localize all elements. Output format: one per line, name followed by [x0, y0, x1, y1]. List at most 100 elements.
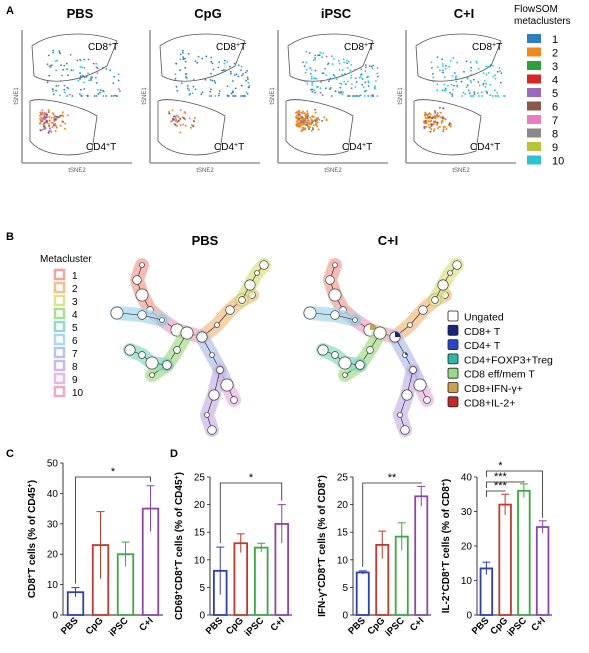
tsne-cell	[46, 120, 49, 123]
tsne-cell	[40, 113, 43, 116]
tsne-cell	[485, 65, 487, 68]
tsne-panel	[149, 30, 260, 164]
y-tick-label: 0	[466, 611, 472, 622]
tsne-cell	[314, 120, 317, 123]
tsne-cell	[97, 89, 99, 91]
tsne-cell	[376, 67, 379, 69]
tsne-cell	[52, 113, 55, 116]
metacluster-legend: Metacluster 1 2 3 4 5 6 7 8 9 10	[40, 254, 92, 399]
tsne-cell	[441, 89, 444, 92]
tsne-cell	[79, 75, 82, 78]
tsne-cell	[171, 109, 174, 112]
tsne-cell	[333, 58, 335, 60]
tsne-cell	[354, 69, 356, 71]
tsne-cell	[371, 67, 374, 70]
tsne-cell	[82, 74, 84, 77]
x-tick-label: iPSC	[107, 615, 131, 639]
tsne-cell	[58, 94, 61, 97]
tsne-cell	[55, 126, 58, 129]
tsne-cell	[362, 86, 365, 89]
tsne-cell	[428, 116, 431, 119]
tsne-cell	[354, 86, 357, 88]
tsne-cell	[470, 66, 472, 69]
tsne-cell	[83, 88, 86, 90]
tsne-cell	[197, 55, 200, 58]
tsne-cell	[60, 64, 62, 67]
tsne-cell	[176, 89, 179, 92]
tsne-cell	[367, 81, 370, 84]
tsne-cell	[233, 95, 236, 97]
bar-chart-D3: 0 10 20 30 40 IL-2+CD8+T cells (% of CD8+) PBS…	[441, 460, 552, 639]
tsne-cell	[192, 125, 195, 128]
tsne-cell	[321, 119, 323, 122]
cd4-label: CD4+T	[86, 142, 116, 154]
tsne-cell	[64, 127, 66, 130]
cd8-gate	[159, 33, 246, 82]
tsne-cell	[370, 95, 373, 97]
tsne-cell	[355, 95, 358, 97]
tsne-cell	[64, 91, 66, 94]
tsne-cell	[52, 51, 55, 54]
tree-node	[332, 262, 338, 268]
x-tick-label: iPSC	[383, 615, 407, 639]
tsne-cell	[77, 79, 80, 82]
tsne-cell	[424, 117, 427, 120]
tsne-cell	[187, 52, 190, 55]
metacluster-legend-swatch	[53, 346, 66, 359]
minimum-spanning-tree-pbs	[110, 258, 271, 437]
tsne-cell	[209, 79, 212, 81]
tsne-cell	[308, 52, 311, 54]
tree-node	[145, 356, 159, 370]
tsne-cell	[449, 125, 452, 128]
x-tick-label: CpG	[365, 615, 387, 637]
tsne-x-label: tSNE2	[452, 168, 470, 174]
tsne-cell	[172, 117, 174, 120]
tsne-cell	[484, 86, 487, 88]
tree-node	[214, 322, 220, 328]
tsne-cell	[438, 114, 440, 117]
tsne-cell	[72, 69, 75, 72]
tsne-cell	[320, 81, 323, 83]
tsne-cell	[300, 121, 303, 124]
tsne-cell	[309, 122, 312, 125]
tsne-cell	[179, 53, 182, 56]
tsne-cell	[79, 72, 81, 75]
tsne-cell	[497, 95, 500, 97]
x-tick-label: C+I	[529, 615, 547, 633]
tsne-cell	[63, 64, 66, 67]
tree-node	[423, 396, 431, 404]
tsne-cell	[301, 112, 304, 115]
tsne-cell	[343, 80, 346, 83]
tree-node	[330, 310, 340, 320]
tsne-cell	[494, 95, 497, 97]
x-tick-label: PBS	[346, 615, 368, 637]
tsne-cell	[311, 90, 314, 93]
tsne-cell	[184, 60, 187, 63]
tsne-cell	[437, 66, 439, 69]
cd4-gate	[157, 99, 226, 156]
tree-node	[220, 378, 234, 392]
tsne-cell	[174, 77, 177, 80]
y-tick-label: 10	[337, 555, 349, 566]
bar	[517, 489, 531, 616]
tsne-cell	[469, 79, 472, 82]
tsne-cell	[65, 62, 68, 65]
tree-node	[238, 296, 246, 304]
tsne-cell	[317, 54, 320, 57]
tsne-cell	[93, 95, 96, 97]
tsne-cell	[189, 126, 192, 129]
tsne-cell	[112, 95, 115, 97]
tsne-cell	[237, 75, 240, 78]
tree-title-pbs: PBS	[192, 233, 219, 248]
tsne-cell	[296, 114, 298, 117]
tsne-cell	[43, 111, 46, 114]
tsne-cell	[431, 117, 434, 120]
tsne-cell	[52, 49, 54, 52]
tsne-cell	[494, 74, 496, 77]
tsne-cell	[338, 59, 340, 62]
tsne-cell	[460, 80, 463, 83]
tsne-cell	[184, 124, 187, 127]
population-legend-swatch	[447, 353, 459, 365]
tsne-cell	[305, 61, 308, 64]
tsne-cell	[297, 123, 300, 126]
